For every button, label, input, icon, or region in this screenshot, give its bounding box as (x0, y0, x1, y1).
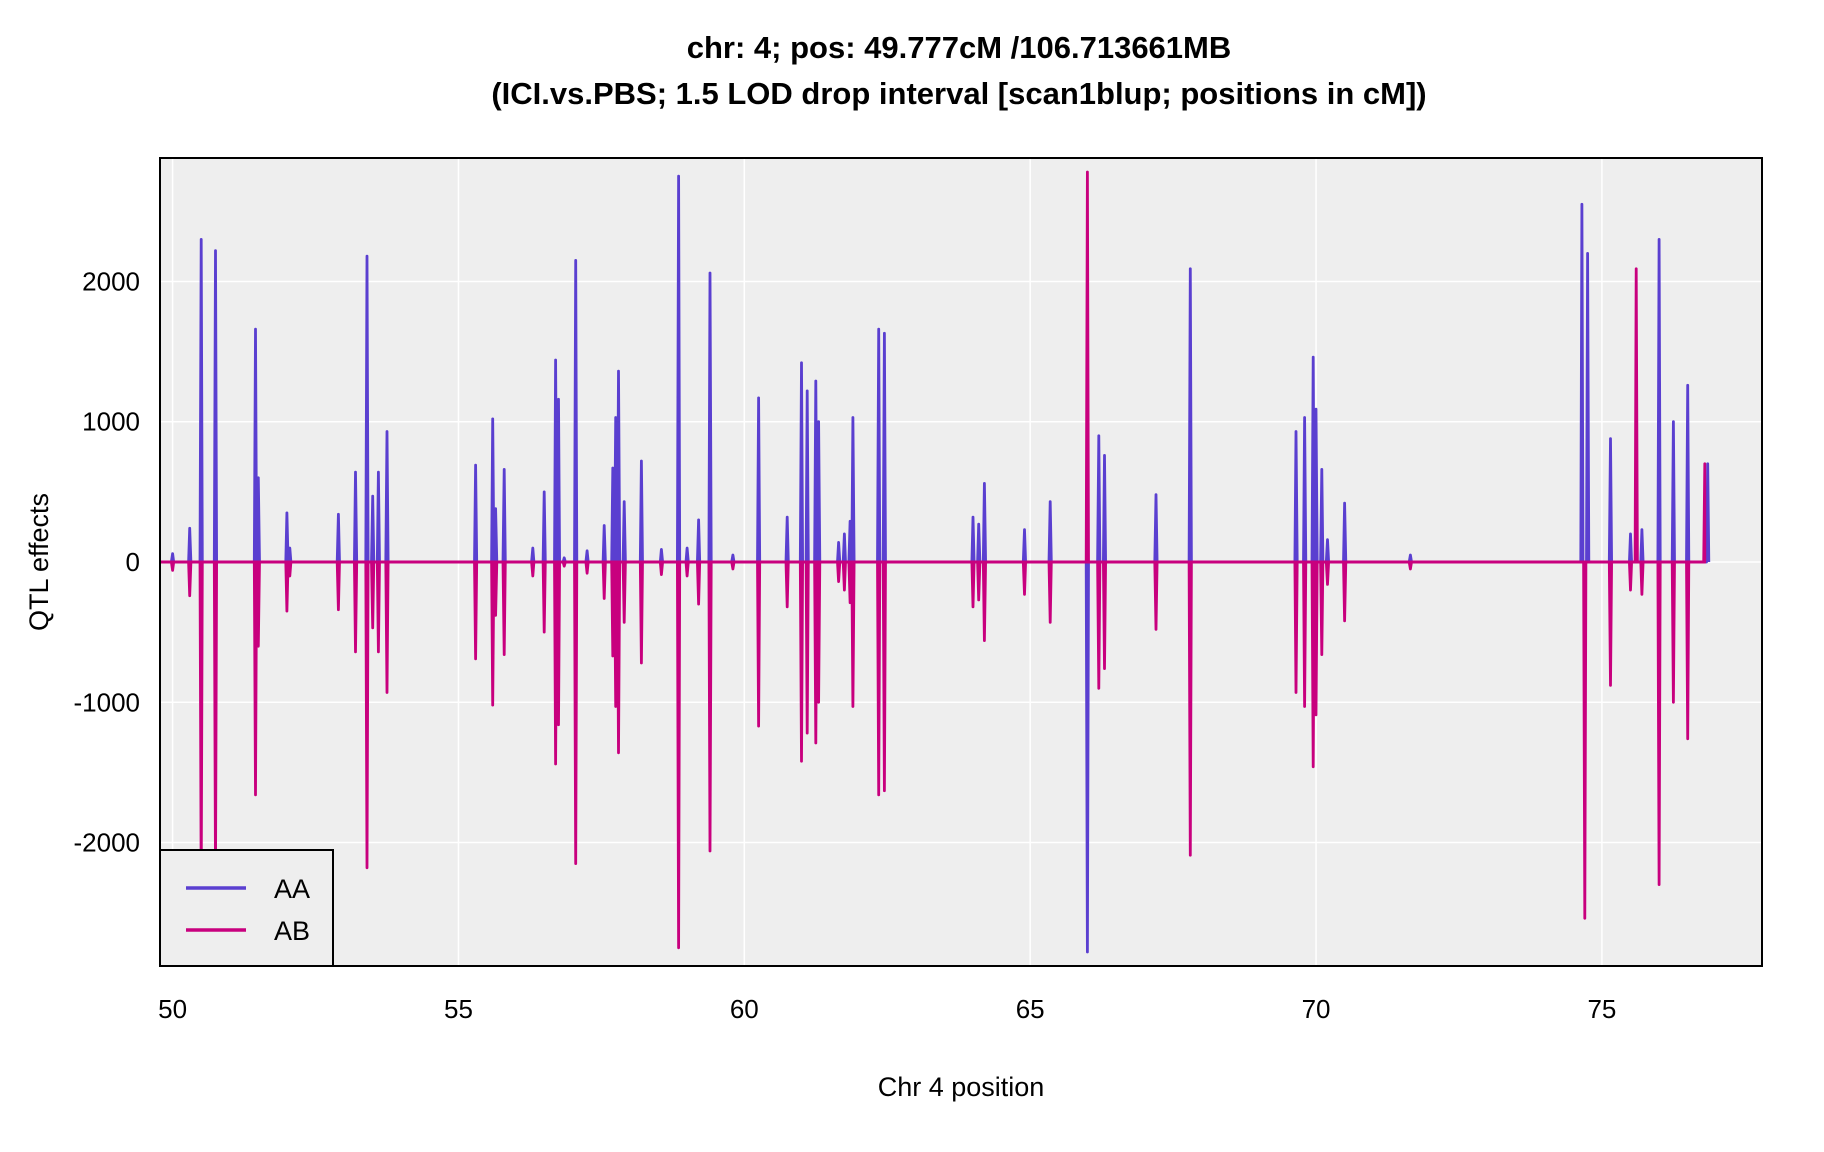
y-tick-label: -2000 (74, 828, 141, 858)
y-axis: -2000 -1000 0 1000 2000 (74, 266, 141, 857)
legend: AA AB (159, 849, 334, 967)
chart-title: chr: 4; pos: 49.777cM /106.713661MB (687, 30, 1232, 65)
y-tick-label: 1000 (82, 407, 140, 437)
series-lines (160, 170, 1711, 954)
y-tick-label: -1000 (74, 687, 141, 717)
x-axis: 50 55 60 65 70 75 (158, 994, 1616, 1024)
x-tick-label: 50 (158, 994, 187, 1024)
x-tick-label: 60 (730, 994, 759, 1024)
x-tick-label: 75 (1587, 994, 1616, 1024)
chart-subtitle: (ICI.vs.PBS; 1.5 LOD drop interval [scan… (491, 76, 1426, 111)
y-tick-label: 2000 (82, 266, 140, 296)
legend-box (159, 849, 334, 967)
plot-frame (159, 157, 1763, 967)
legend-label-ab: AB (274, 916, 310, 946)
x-tick-label: 55 (444, 994, 473, 1024)
legend-label-aa: AA (274, 874, 310, 904)
x-tick-label: 70 (1302, 994, 1331, 1024)
x-axis-label: Chr 4 position (878, 1072, 1045, 1102)
y-tick-label: 0 (126, 547, 140, 577)
y-axis-label: QTL effects (24, 493, 54, 631)
x-tick-label: 65 (1016, 994, 1045, 1024)
